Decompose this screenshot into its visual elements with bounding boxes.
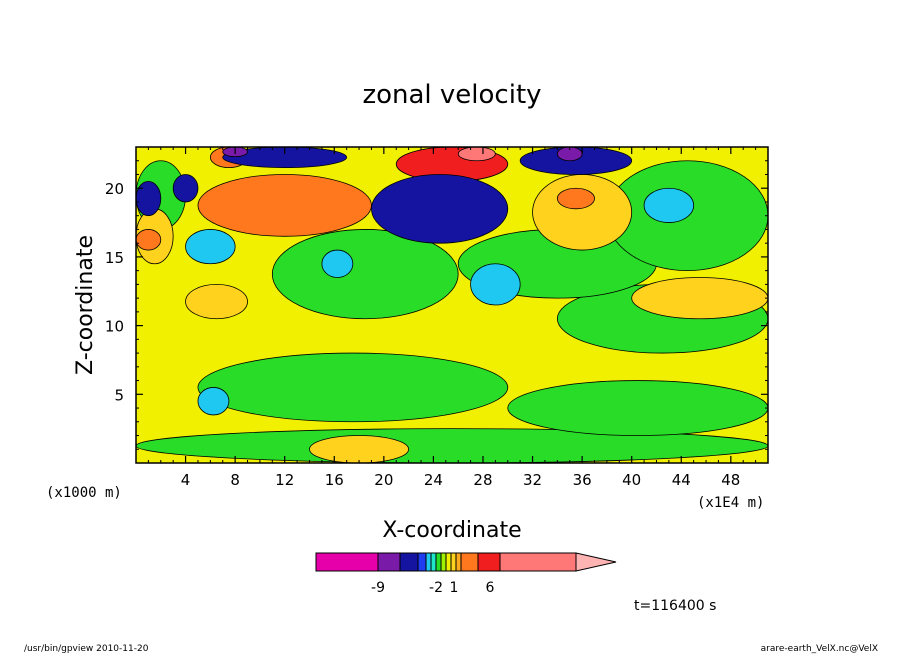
x-tick-label: 48 bbox=[721, 471, 740, 489]
contour-region bbox=[643, 187, 695, 223]
contour-region bbox=[172, 174, 199, 203]
colorbar-labels: -9 -2 1 6 bbox=[371, 580, 495, 596]
contour-region bbox=[197, 387, 230, 416]
y-tick-label: 20 bbox=[105, 180, 124, 198]
contour-region bbox=[371, 174, 509, 244]
contour-region bbox=[136, 180, 162, 217]
x-tick-label: 36 bbox=[573, 471, 592, 489]
y-axis: 5 10 15 20 bbox=[105, 160, 768, 450]
colorbar-segment bbox=[315, 552, 379, 572]
colorbar-extension-arrow bbox=[575, 552, 617, 572]
plot-frame bbox=[135, 146, 769, 464]
x-unit-right: (x1E4 m) bbox=[697, 495, 764, 511]
contour-region bbox=[197, 352, 509, 423]
colorbar bbox=[315, 552, 617, 572]
x-unit-left: (x1000 m) bbox=[46, 485, 122, 501]
contour-region bbox=[532, 174, 633, 251]
y-axis-label: Z-coordinate bbox=[73, 235, 98, 375]
chart-title: zonal velocity bbox=[362, 80, 541, 110]
contour-region bbox=[185, 283, 248, 320]
colorbar-segment bbox=[499, 552, 577, 572]
footer-left: /usr/bin/gpview 2010-11-20 bbox=[24, 644, 149, 654]
colorbar-segment bbox=[377, 552, 401, 572]
x-axis: 4 8 12 16 20 24 28 32 36 40 44 48 bbox=[147, 147, 757, 489]
contour-region bbox=[519, 147, 633, 175]
y-tick-label: 5 bbox=[114, 386, 124, 404]
contour-region bbox=[507, 380, 768, 436]
colorbar-label: 6 bbox=[486, 580, 495, 596]
x-tick-label: 12 bbox=[275, 471, 294, 489]
colorbar-segment bbox=[430, 552, 437, 572]
contour-region bbox=[222, 147, 348, 169]
contour-region bbox=[556, 187, 595, 210]
time-annotation: t=116400 s bbox=[634, 598, 716, 614]
x-tick-label: 16 bbox=[325, 471, 344, 489]
contour-region bbox=[631, 277, 768, 320]
plot-area bbox=[135, 146, 769, 464]
colorbar-label: 1 bbox=[450, 580, 459, 596]
colorbar-segment bbox=[440, 552, 447, 572]
contour-region bbox=[271, 229, 459, 320]
y-tick-label: 10 bbox=[105, 318, 124, 336]
contour-region bbox=[185, 229, 236, 265]
colorbar-label: -2 bbox=[429, 580, 443, 596]
x-tick-label: 40 bbox=[622, 471, 641, 489]
footer-right: arare-earth_VelX.nc@VelX bbox=[761, 644, 878, 654]
colorbar-segment bbox=[460, 552, 479, 572]
colorbar-segment bbox=[435, 552, 442, 572]
contour-region bbox=[457, 147, 496, 162]
y-tick-label: 15 bbox=[105, 249, 124, 267]
x-tick-label: 24 bbox=[424, 471, 443, 489]
x-tick-label: 32 bbox=[523, 471, 542, 489]
contour-region bbox=[470, 263, 521, 306]
x-tick-label: 4 bbox=[181, 471, 191, 489]
contour-region bbox=[136, 229, 162, 251]
colorbar-segment bbox=[450, 552, 457, 572]
colorbar-segment bbox=[399, 552, 419, 572]
x-tick-label: 28 bbox=[473, 471, 492, 489]
contour-region bbox=[197, 174, 372, 237]
x-axis-label: X-coordinate bbox=[382, 518, 521, 543]
colorbar-segment bbox=[445, 552, 452, 572]
contour-region bbox=[321, 249, 354, 278]
colorbar-segment bbox=[425, 552, 432, 572]
x-tick-label: 8 bbox=[230, 471, 240, 489]
x-tick-label: 44 bbox=[672, 471, 691, 489]
colorbar-label: -9 bbox=[371, 580, 385, 596]
colorbar-segment bbox=[477, 552, 501, 572]
contour-region bbox=[309, 435, 410, 463]
x-tick-label: 20 bbox=[374, 471, 393, 489]
colorbar-segment bbox=[417, 552, 427, 572]
colorbar-segment bbox=[455, 552, 462, 572]
